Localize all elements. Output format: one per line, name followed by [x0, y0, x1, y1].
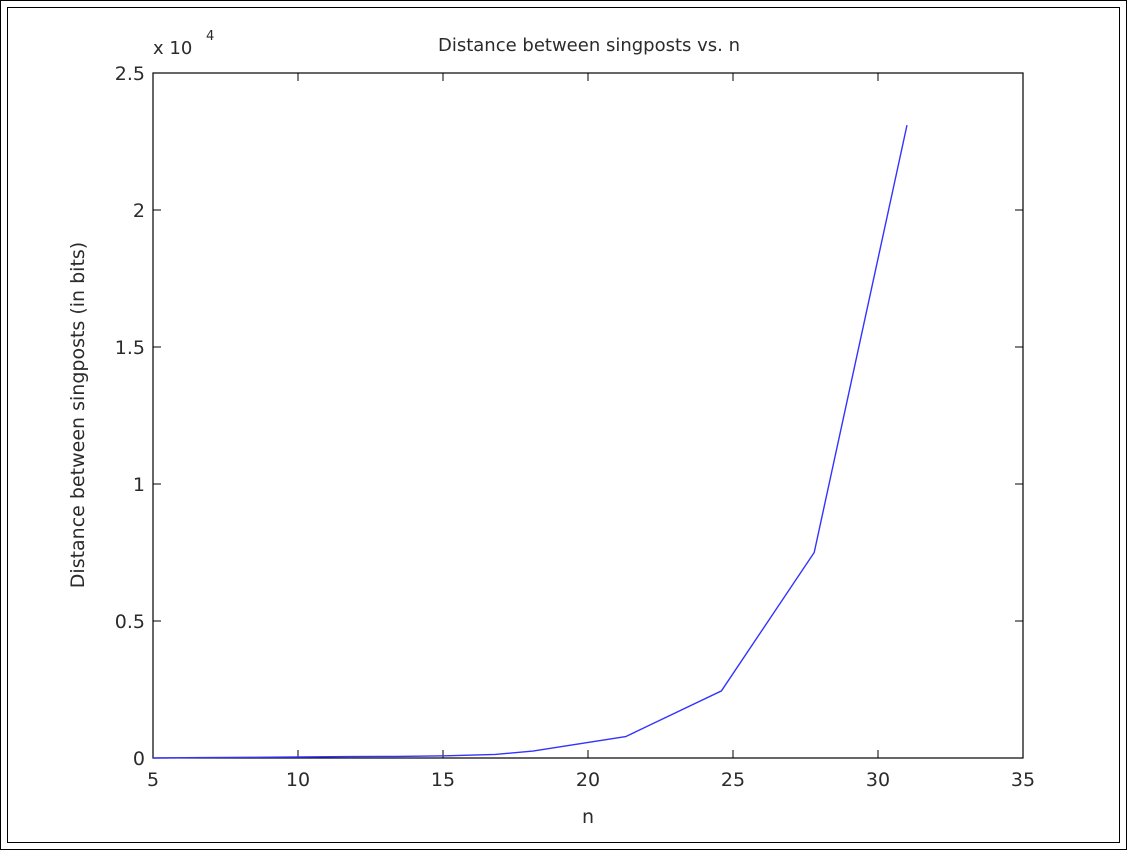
y-tick-label: 0 [133, 748, 145, 770]
x-tick-label: 15 [431, 769, 455, 791]
y-tick-label: 2 [133, 200, 145, 222]
x-axis-ticks: 5 10 15 20 25 30 35 [147, 73, 1035, 791]
x-tick-label: 30 [866, 769, 890, 791]
y-exponent-label: x 10 [153, 38, 192, 59]
y-exponent: x 10 4 [153, 29, 214, 59]
y-tick-label: 0.5 [115, 611, 145, 633]
x-axis-label: n [582, 806, 594, 828]
x-tick-label: 10 [286, 769, 310, 791]
series-layer [152, 124, 908, 759]
y-tick-label: 1.5 [115, 337, 145, 359]
y-axis-ticks: 0 0.5 1 1.5 2 2.5 [115, 63, 1023, 770]
y-axis-label: Distance between singposts (in bits) [67, 242, 89, 588]
x-tick-label: 25 [721, 769, 745, 791]
plot-area [152, 72, 1024, 759]
x-tick-label: 35 [1011, 769, 1035, 791]
y-tick-label: 1 [133, 474, 145, 496]
figure-frame [7, 7, 1120, 843]
series-line [152, 124, 908, 759]
chart-title: Distance between singposts vs. n [438, 35, 740, 56]
y-exponent-power: 4 [206, 29, 214, 44]
y-tick-label: 2.5 [115, 63, 145, 85]
x-tick-label: 5 [147, 769, 159, 791]
x-tick-label: 20 [576, 769, 600, 791]
